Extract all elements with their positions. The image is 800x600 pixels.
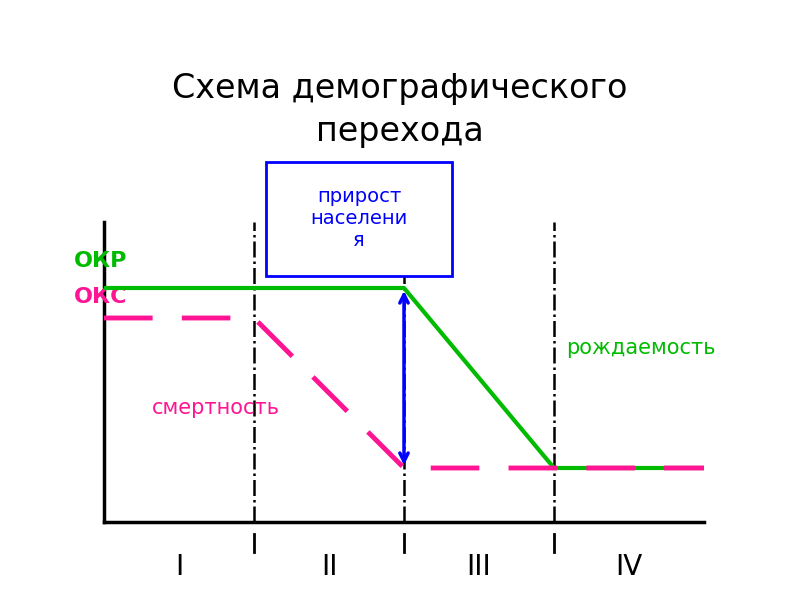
Text: II: II [321,553,338,581]
Text: стади: стади [366,596,442,600]
Text: смертность: смертность [152,398,280,418]
Text: прирост
населени
я: прирост населени я [310,187,408,251]
FancyBboxPatch shape [266,162,452,276]
Text: III: III [466,553,491,581]
Text: ОКС: ОКС [74,287,127,307]
Text: I: I [175,553,183,581]
Text: Схема демографического
перехода: Схема демографического перехода [172,72,628,148]
Text: ОКР: ОКР [74,251,127,271]
Text: IV: IV [615,553,642,581]
Text: рождаемость: рождаемость [566,338,715,358]
